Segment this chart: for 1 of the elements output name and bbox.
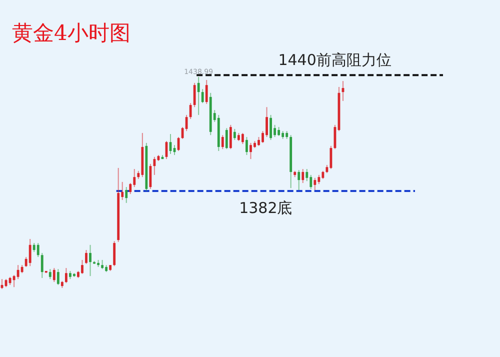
- title: 黄金4小时图: [12, 21, 130, 45]
